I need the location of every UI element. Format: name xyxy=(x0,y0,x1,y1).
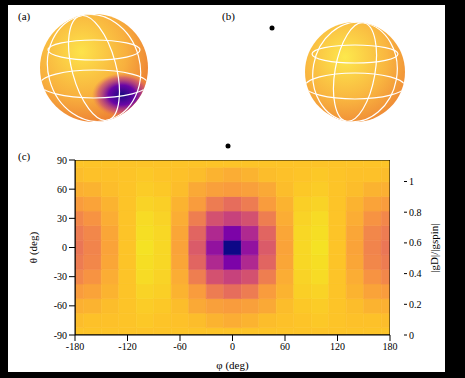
svg-text:-120: -120 xyxy=(118,341,136,352)
svg-text:0: 0 xyxy=(409,330,414,341)
svg-text:|gD|/|gspin|: |gD|/|gspin| xyxy=(428,223,440,272)
svg-text:(c): (c) xyxy=(18,150,31,163)
svg-text:1: 1 xyxy=(409,176,414,187)
svg-text:(b): (b) xyxy=(222,10,235,23)
svg-text:0.6: 0.6 xyxy=(409,237,422,248)
svg-text:-30: -30 xyxy=(54,271,67,282)
svg-text:30: 30 xyxy=(57,213,67,224)
svg-text:0.8: 0.8 xyxy=(409,207,422,218)
svg-text:-60: -60 xyxy=(173,341,186,352)
svg-text:-90: -90 xyxy=(54,330,67,341)
svg-text:0.4: 0.4 xyxy=(409,268,422,279)
svg-text:-60: -60 xyxy=(54,300,67,311)
svg-text:θ (deg): θ (deg) xyxy=(27,232,40,264)
svg-text:60: 60 xyxy=(57,184,67,195)
svg-text:-180: -180 xyxy=(66,341,84,352)
svg-text:0: 0 xyxy=(230,341,235,352)
svg-text:(a): (a) xyxy=(18,10,31,23)
svg-text:φ (deg): φ (deg) xyxy=(216,359,249,372)
svg-text:90: 90 xyxy=(57,155,67,166)
svg-text:0.2: 0.2 xyxy=(409,299,422,310)
svg-text:180: 180 xyxy=(383,341,398,352)
svg-text:120: 120 xyxy=(330,341,345,352)
svg-text:0: 0 xyxy=(62,242,67,253)
svg-text:60: 60 xyxy=(280,341,290,352)
